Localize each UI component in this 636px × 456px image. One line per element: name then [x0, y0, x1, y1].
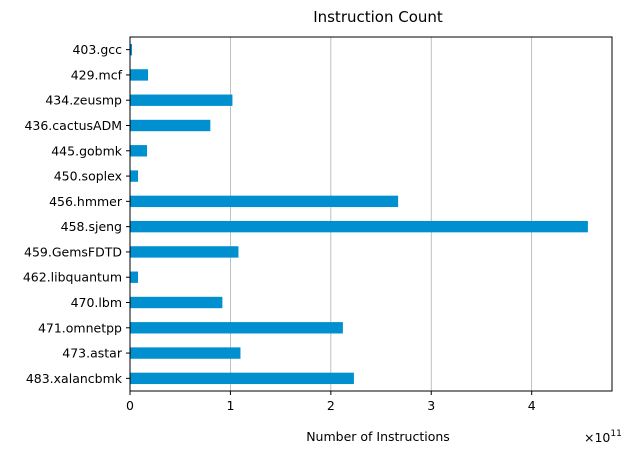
y-tick-label: 483.xalancbmk	[26, 371, 123, 386]
y-axis-ticks: 403.gcc 429.mcf 434.zeusmp 436.cactusADM 445…	[23, 42, 130, 386]
bar-434.zeusmp	[130, 94, 233, 106]
y-tick-label: 473.astar	[62, 346, 123, 361]
y-tick-label: 462.libquantum	[23, 270, 122, 285]
y-tick-label: 470.lbm	[71, 295, 122, 310]
bar-456.hmmer	[130, 195, 399, 208]
y-tick-label: 445.gobmk	[51, 143, 123, 158]
y-tick-label: 429.mcf	[71, 67, 123, 82]
bars	[130, 43, 588, 385]
bar-458.sjeng	[130, 220, 588, 233]
bar-473.astar	[130, 347, 241, 359]
y-tick-label: 456.hmmer	[49, 194, 123, 209]
y-tick-label: 434.zeusmp	[45, 93, 122, 108]
x-tick-label: 0	[126, 398, 134, 413]
y-tick-label: 458.sjeng	[61, 219, 122, 234]
x-axis-title: Number of Instructions	[306, 429, 450, 444]
y-tick-label: 459.GemsFDTD	[24, 244, 122, 259]
bar-471.omnetpp	[130, 322, 343, 334]
y-tick-label: 471.omnetpp	[38, 320, 122, 335]
bar-436.cactusADM	[130, 119, 211, 132]
x-scale-factor: ×1011	[584, 429, 622, 445]
bar-470.lbm	[130, 296, 223, 309]
bar-483.xalancbmk	[130, 372, 354, 385]
x-scale-base: ×10	[584, 430, 610, 445]
plot-frame	[129, 36, 613, 392]
bar-462.libquantum	[130, 271, 139, 283]
x-scale-exponent: 11	[610, 429, 621, 439]
grid-lines	[129, 37, 533, 391]
bar-445.gobmk	[130, 145, 148, 157]
x-tick-label: 2	[327, 398, 335, 413]
bar-450.soplex	[130, 170, 139, 182]
bar-403.gcc	[130, 43, 133, 56]
x-tick-label: 4	[528, 398, 536, 413]
x-axis-ticks: 0 1 2 3 4	[126, 391, 536, 413]
y-tick-label: 436.cactusADM	[24, 118, 122, 133]
x-tick-label: 1	[226, 398, 234, 413]
bar-429.mcf	[130, 69, 149, 81]
y-tick-label: 450.soplex	[54, 169, 122, 184]
y-tick-label: 403.gcc	[72, 42, 122, 57]
chart-title: Instruction Count	[313, 8, 443, 26]
x-tick-label: 3	[427, 398, 435, 413]
bar-459.GemsFDTD	[130, 246, 239, 258]
